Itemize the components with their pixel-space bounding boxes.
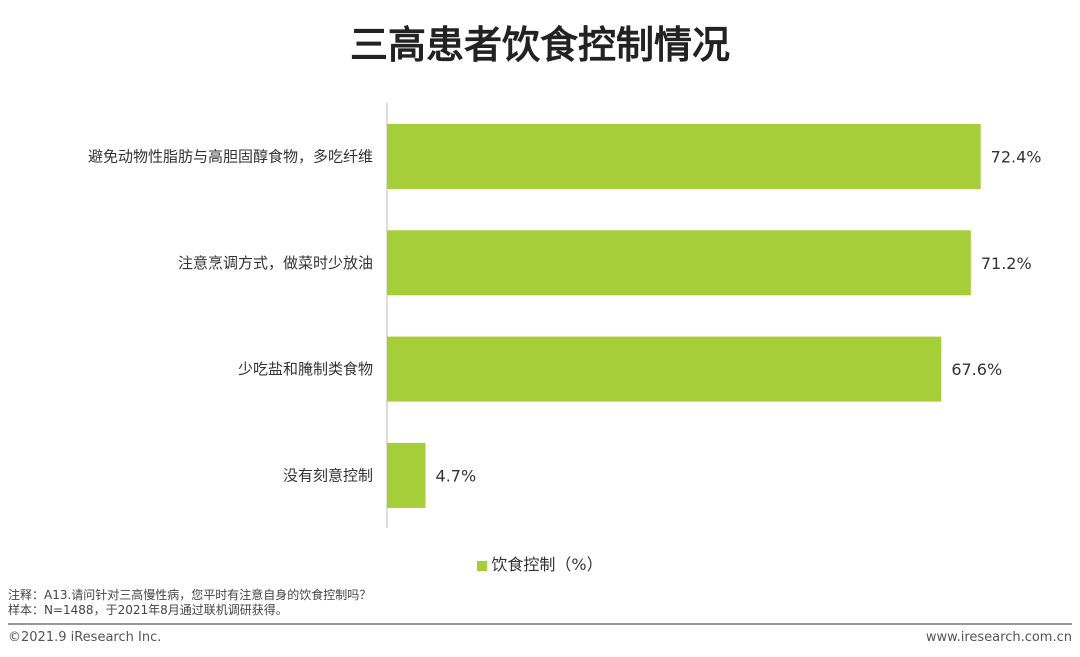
website: www.iresearch.com.cn [925,630,1072,645]
divider [8,623,1072,625]
category-label: 注意烹调方式，做菜时少放油 [178,254,373,272]
category-label: 没有刻意控制 [283,466,373,484]
chart-title: 三高患者饮食控制情况 [349,23,730,67]
bar [387,124,981,189]
bar [387,442,426,508]
value-label: 67.6% [951,360,1002,379]
bar-chart: 避免动物性脂肪与高胆固醇食物，多吃纤维 72.4% 注意烹调方式，做菜时少放油 71.… [88,103,1042,528]
value-label: 4.7% [436,466,477,485]
category-label: 少吃盐和腌制类食物 [238,360,373,378]
bar [387,336,942,402]
legend-label: 饮食控制（%） [491,555,603,574]
value-label: 71.2% [981,254,1032,273]
copyright: ©2021.9 iResearch Inc. [8,630,162,645]
legend: 饮食控制（%） [0,551,1080,575]
note-question: 注释：A13.请问针对三高慢性病，您平时有注意自身的饮食控制吗？ [8,588,372,602]
value-label: 72.4% [991,148,1042,167]
legend-swatch [477,560,488,571]
note-sample: 样本：N=1488，于2021年8月通过联机调研获得。 [8,603,288,617]
category-label: 避免动物性脂肪与高胆固醇食物，多吃纤维 [88,148,373,166]
bar [387,230,971,296]
